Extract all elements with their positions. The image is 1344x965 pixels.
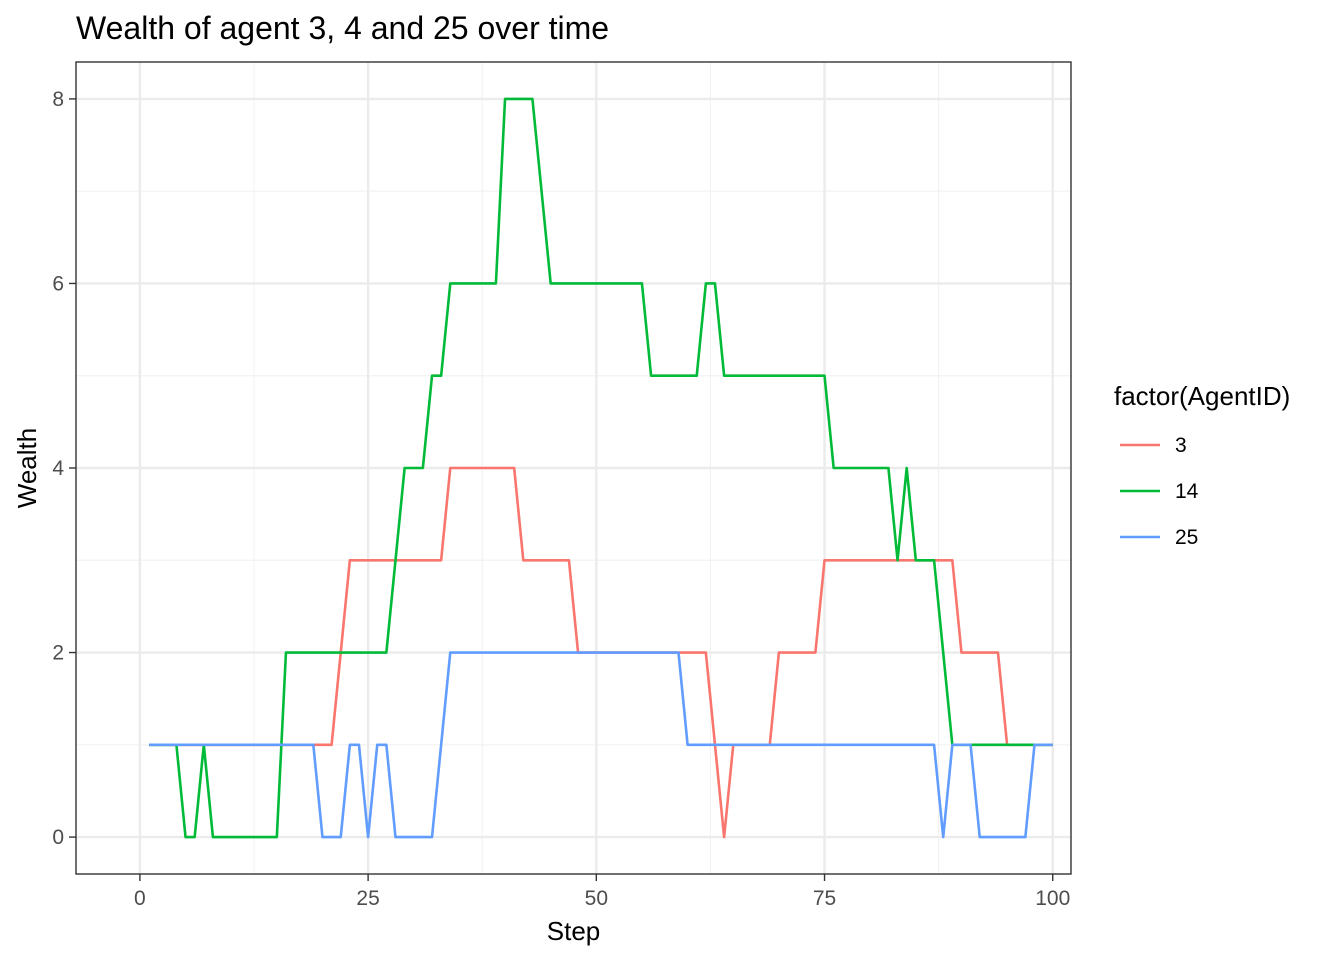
legend-label-3: 3 [1175, 434, 1187, 457]
chart-title: Wealth of agent 3, 4 and 25 over time [76, 10, 609, 46]
x-tick-label: 25 [356, 887, 379, 910]
legend-item-3: 3 [1120, 434, 1187, 457]
x-axis: 0 25 50 75 100 [134, 874, 1070, 910]
legend: factor(AgentID) 3 14 25 [1114, 381, 1290, 549]
x-tick-label: 0 [134, 887, 146, 910]
series-line-3 [149, 466, 1053, 839]
legend-label-14: 14 [1175, 480, 1199, 503]
series-layer [149, 97, 1053, 839]
x-axis-label: Step [547, 916, 601, 946]
legend-title: factor(AgentID) [1114, 381, 1290, 411]
y-tick-label: 6 [52, 272, 64, 295]
y-tick-label: 8 [52, 88, 64, 111]
legend-item-14: 14 [1120, 480, 1199, 503]
y-tick-label: 4 [52, 457, 64, 480]
legend-label-25: 25 [1175, 526, 1198, 549]
series-line-14 [149, 97, 1053, 839]
y-tick-label: 0 [52, 826, 64, 849]
series-line-25 [149, 651, 1053, 839]
x-tick-label: 50 [585, 887, 608, 910]
x-tick-label: 100 [1035, 887, 1070, 910]
legend-item-25: 25 [1120, 526, 1198, 549]
legend-items: 3 14 25 [1120, 434, 1199, 549]
y-axis: 0 2 4 6 8 [52, 88, 76, 849]
y-tick-label: 2 [52, 642, 64, 665]
x-tick-label: 75 [813, 887, 836, 910]
y-axis-label: Wealth [12, 428, 42, 508]
